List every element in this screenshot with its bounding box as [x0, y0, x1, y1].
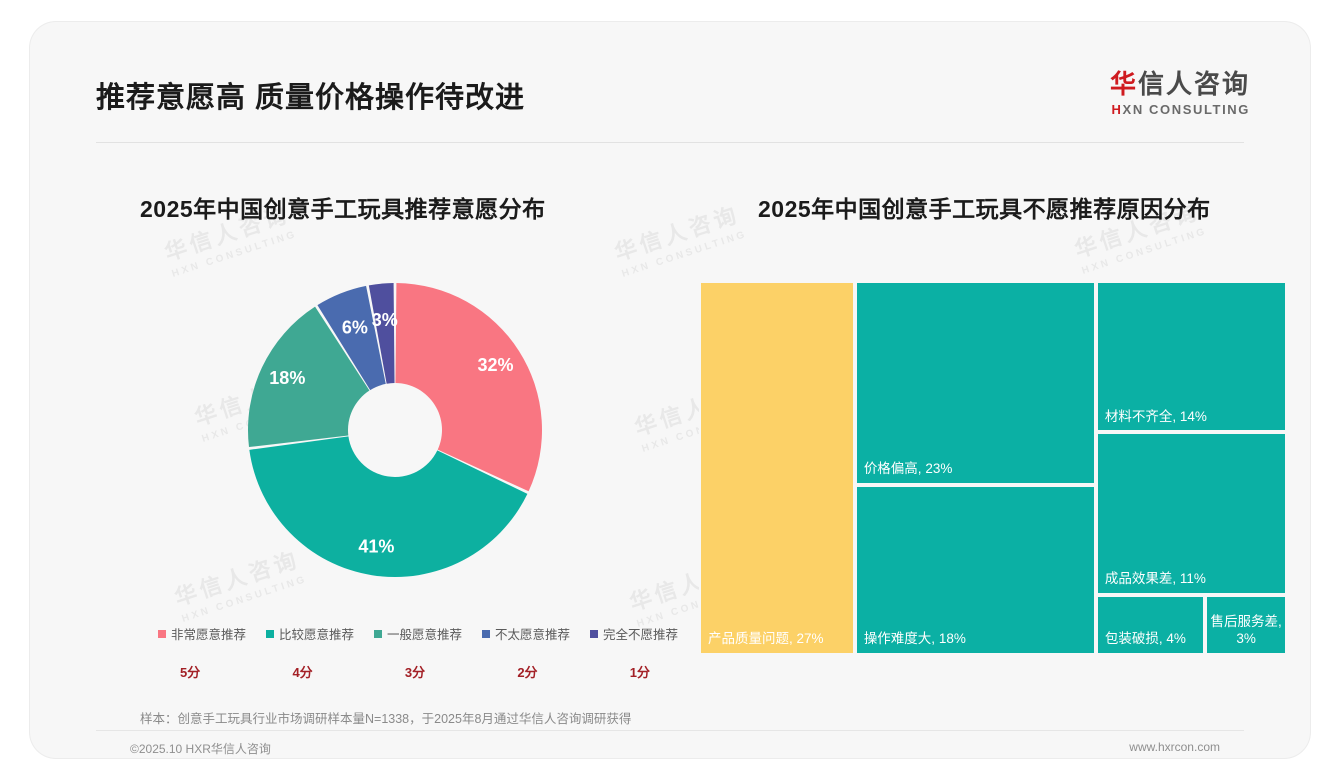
treemap-tile-label: 售后服务差, 3% — [1210, 614, 1282, 647]
legend-item[interactable]: 完全不愿推荐 — [589, 624, 678, 643]
treemap-tile[interactable]: 成品效果差, 11% — [1095, 432, 1287, 596]
legend-swatch-icon — [589, 629, 598, 638]
sample-note: 样本：创意手工玩具行业市场调研样本量N=1338，于2025年8月通过华信人咨询… — [140, 712, 632, 726]
website-url[interactable]: www.hxrcon.com — [1129, 740, 1220, 754]
treemap-tile-label: 材料不齐全, 14% — [1104, 408, 1207, 424]
legend-item[interactable]: 比较愿意推荐 — [265, 624, 354, 643]
logo-chinese-rest: 信人咨询 — [1137, 69, 1250, 99]
legend-swatch-icon — [265, 629, 274, 638]
legend-item[interactable]: 非常愿意推荐 — [158, 624, 246, 643]
donut-slice-value: 3% — [372, 310, 398, 330]
score-label: 1分 — [629, 665, 650, 680]
logo-chinese: 华信人咨询 — [1110, 70, 1250, 99]
legend-label: 不太愿意推荐 — [494, 628, 570, 642]
copyright-text: ©2025.10 HXR华信人咨询 — [130, 742, 271, 756]
donut-slice[interactable] — [395, 283, 542, 492]
donut-slice[interactable] — [317, 285, 386, 391]
treemap-tile-label: 价格偏高, 23% — [863, 460, 953, 476]
slide-canvas: 华信人咨询 HXN CONSULTING 华信人咨询 HXN CONSULTIN… — [30, 22, 1310, 758]
legend-swatch-icon — [481, 629, 490, 638]
score-label: 4分 — [292, 665, 313, 680]
score-label: 2分 — [517, 665, 538, 680]
treemap-tile-label: 产品质量问题, 27% — [708, 631, 824, 647]
donut-slice-value: 41% — [358, 536, 394, 556]
company-logo: 华信人咨询 HXN CONSULTING — [1110, 70, 1250, 117]
donut-slice[interactable] — [368, 283, 395, 384]
treemap-tile[interactable]: 售后服务差, 3% — [1205, 595, 1287, 655]
logo-char-hua: 华 — [1109, 69, 1138, 99]
page-title: 推荐意愿高 质量价格操作待改进 — [96, 82, 526, 114]
donut-slice-value: 6% — [342, 317, 368, 337]
header-divider — [96, 142, 1244, 143]
donut-label-group: 32% 41% 18% 6% 3% — [269, 310, 513, 556]
treemap-tile[interactable]: 操作难度大, 18% — [854, 484, 1096, 655]
treemap-tile[interactable]: 材料不齐全, 14% — [1095, 281, 1287, 433]
legend-label: 完全不愿推荐 — [602, 628, 678, 642]
donut-svg: 32% 41% 18% 6% 3% — [248, 283, 542, 577]
logo-english-h: H — [1111, 101, 1123, 117]
score-axis-row: 5分 4分 3分 2分 1分 — [180, 662, 650, 681]
score-label: 3分 — [404, 665, 426, 680]
legend-label: 非常愿意推荐 — [171, 628, 247, 642]
legend-label: 一般愿意推荐 — [386, 628, 462, 642]
recommendation-willingness-donut: 32% 41% 18% 6% 3% — [205, 267, 605, 622]
legend-label: 比较愿意推荐 — [278, 628, 354, 642]
watermark-line1: 华信人咨询 — [611, 201, 743, 266]
treemap-tile-label: 包装破损, 4% — [1104, 631, 1186, 647]
watermark-line2: HXN CONSULTING — [1080, 225, 1209, 277]
watermark: 华信人咨询 HXN CONSULTING — [610, 196, 749, 280]
legend-swatch-icon — [158, 629, 166, 638]
footer-divider — [96, 730, 1244, 731]
legend-item[interactable]: 一般愿意推荐 — [373, 624, 462, 643]
donut-legend: 非常愿意推荐 比较愿意推荐 一般愿意推荐 不太愿意推荐 完全不愿推荐 — [158, 624, 678, 643]
donut-slice[interactable] — [249, 436, 528, 577]
unwilling-reasons-treemap: 产品质量问题, 27% 价格偏高, 23% 操作难度大, 18% 材料不齐全, 14%… — [699, 281, 1287, 655]
donut-slice-value: 32% — [477, 355, 513, 375]
treemap-tile[interactable]: 产品质量问题, 27% — [699, 281, 855, 655]
donut-chart-title: 2025年中国创意手工玩具推荐意愿分布 — [140, 196, 546, 222]
treemap-tile[interactable]: 包装破损, 4% — [1095, 595, 1206, 655]
treemap-chart-title: 2025年中国创意手工玩具不愿推荐原因分布 — [758, 196, 1211, 222]
legend-swatch-icon — [373, 629, 382, 638]
treemap-tile-label: 操作难度大, 18% — [863, 631, 966, 647]
donut-slice[interactable] — [248, 306, 370, 448]
logo-english: HXN CONSULTING — [1110, 102, 1250, 117]
donut-slice-value: 18% — [269, 368, 305, 388]
treemap-tile[interactable]: 价格偏高, 23% — [854, 281, 1096, 485]
logo-english-rest: XN CONSULTING — [1122, 101, 1250, 117]
donut-slice-group — [248, 283, 542, 577]
treemap-tile-label: 成品效果差, 11% — [1104, 571, 1206, 587]
score-label: 5分 — [180, 665, 201, 680]
watermark-line2: HXN CONSULTING — [620, 228, 749, 280]
legend-item[interactable]: 不太愿意推荐 — [481, 624, 570, 643]
